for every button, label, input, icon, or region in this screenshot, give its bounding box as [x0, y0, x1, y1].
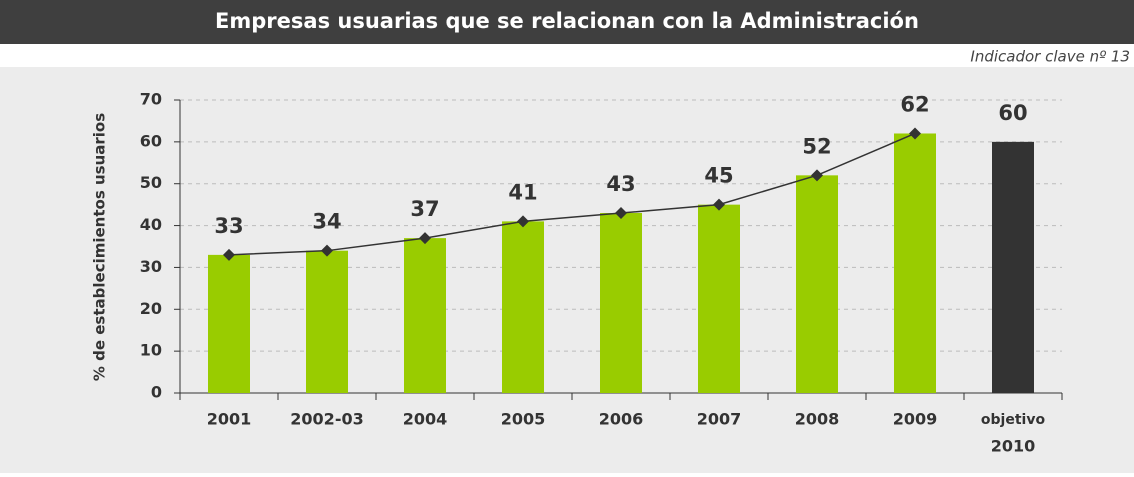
data-label: 60: [998, 101, 1027, 125]
line-marker: [223, 248, 235, 261]
data-label: 52: [802, 134, 831, 158]
bar: [306, 250, 348, 393]
x-tick-label: 2005: [501, 410, 546, 429]
y-axis-label: % de establecimientos usuarios: [91, 113, 109, 381]
x-tick-label: 2002-03: [290, 410, 363, 429]
line-marker: [517, 215, 529, 228]
data-label: 37: [410, 197, 439, 221]
line-marker: [321, 244, 333, 257]
bar: [894, 133, 936, 393]
x-tick-label: objetivo: [981, 412, 1046, 428]
bar: [404, 238, 446, 393]
title-bar: [0, 0, 1134, 44]
bar: [502, 221, 544, 393]
y-tick-label: 50: [140, 173, 162, 192]
y-tick-label: 40: [140, 215, 162, 234]
bar: [698, 204, 740, 393]
data-label: 45: [704, 164, 733, 188]
x-tick-label: 2001: [207, 410, 252, 429]
line-marker: [811, 169, 823, 182]
bar: [208, 254, 250, 393]
title: Empresas usuarias que se relacionan con …: [215, 9, 919, 33]
subtitle: Indicador clave nº 13: [970, 48, 1130, 66]
y-tick-label: 20: [140, 299, 162, 318]
line-marker: [615, 207, 627, 220]
y-tick-label: 0: [151, 383, 162, 402]
data-label: 34: [312, 210, 341, 234]
y-tick-label: 10: [140, 341, 162, 360]
data-label: 43: [606, 172, 635, 196]
x-tick-label: 2006: [599, 410, 644, 429]
bar: [600, 213, 642, 393]
x-tick-label: 2007: [697, 410, 742, 429]
data-label: 41: [508, 180, 537, 204]
line-marker: [909, 127, 921, 140]
data-label: 62: [900, 92, 929, 116]
y-tick-label: 70: [140, 90, 162, 109]
x-tick-label: 2004: [403, 410, 448, 429]
bar: [796, 175, 838, 393]
chart-panel: [0, 67, 1134, 473]
data-label: 33: [214, 214, 243, 238]
x-tick-label: 2008: [795, 410, 840, 429]
bar: [992, 141, 1034, 393]
y-tick-label: 30: [140, 257, 162, 276]
x-tick-label: 2009: [893, 410, 938, 429]
line: [228, 132, 916, 256]
line-marker: [713, 198, 725, 211]
line-marker: [419, 232, 431, 245]
y-tick-label: 60: [140, 131, 162, 150]
x-tick-label: 2010: [991, 437, 1036, 456]
